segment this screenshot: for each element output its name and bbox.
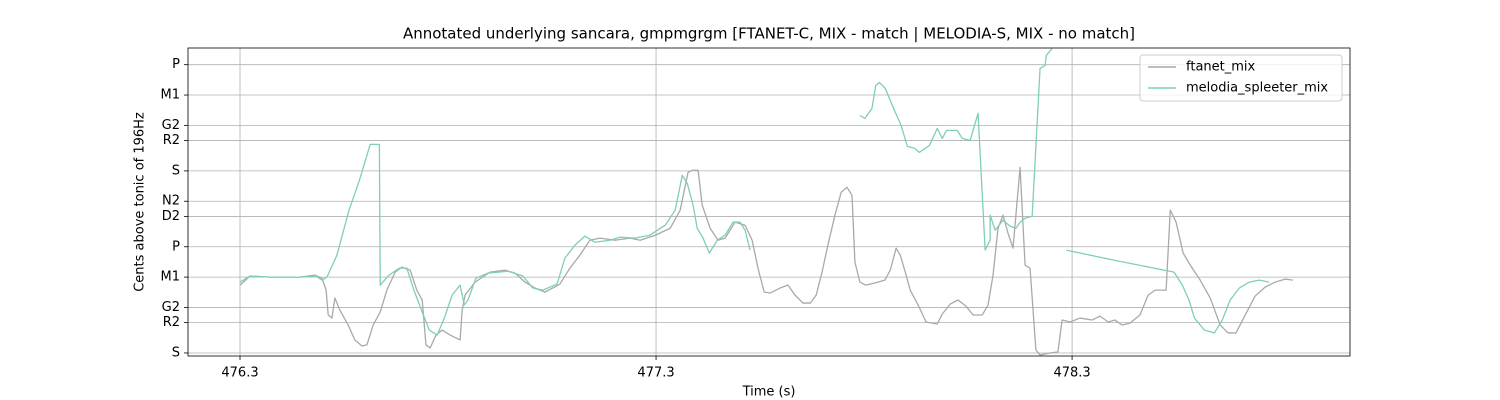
- legend: ftanet_mix melodia_spleeter_mix: [1139, 54, 1343, 102]
- y-tick-label: P: [172, 239, 180, 254]
- y-tick-label: R2: [163, 133, 180, 148]
- legend-label: melodia_spleeter_mix: [1186, 81, 1328, 96]
- x-tick-label: 476.3: [221, 366, 258, 381]
- y-tick-label: G2: [162, 118, 180, 133]
- y-tick-label: M1: [161, 270, 181, 285]
- x-axis-label: Time (s): [742, 385, 796, 400]
- y-tick-label: R2: [163, 315, 180, 330]
- series-line: [239, 48, 1270, 336]
- plot-frame: [187, 47, 1351, 357]
- y-axis-label: Cents above tonic of 196Hz: [133, 112, 148, 292]
- y-tick-label: S: [172, 163, 180, 178]
- y-tick-label: S: [172, 345, 180, 360]
- x-tick-label: 477.3: [637, 366, 674, 381]
- x-tick-label: 478.3: [1053, 366, 1090, 381]
- legend-box: [1139, 54, 1343, 102]
- legend-label: ftanet_mix: [1186, 60, 1256, 75]
- y-tick-label: M1: [161, 88, 181, 103]
- y-tick-label: P: [172, 57, 180, 72]
- y-tick-label: D2: [162, 209, 180, 224]
- chart-title: Annotated underlying sancara, gmpmgrgm […: [403, 25, 1135, 43]
- series-line: [239, 166, 1294, 356]
- y-tick-label: G2: [162, 300, 180, 315]
- plot-lines: [239, 48, 1294, 356]
- y-tick-label: N2: [162, 194, 180, 209]
